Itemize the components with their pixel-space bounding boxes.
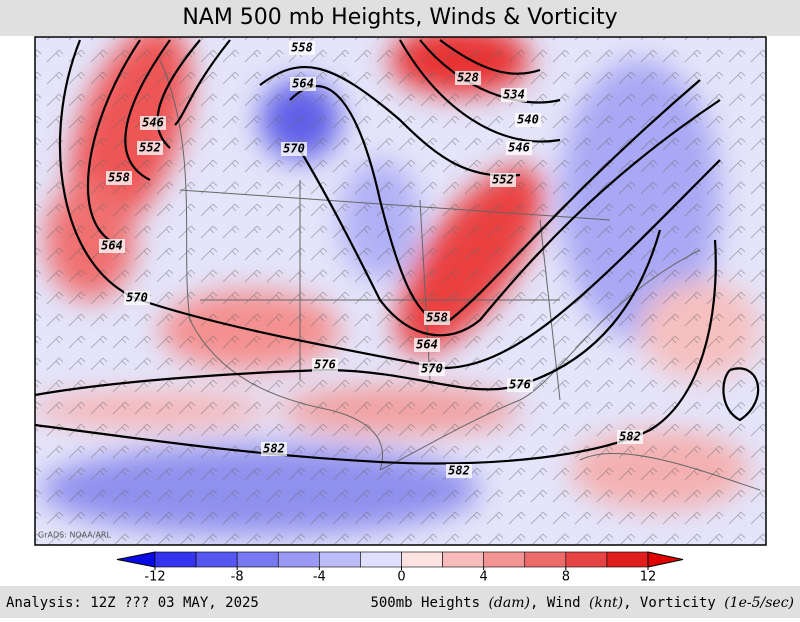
contour-label-bg: [124, 291, 150, 305]
contour-label: 570: [283, 142, 305, 156]
field-description-part: (dam): [488, 595, 530, 611]
contour-label-bg: [419, 362, 445, 376]
colorbar-bin: [565, 551, 608, 568]
colorbar-tick-label: -8: [231, 570, 244, 585]
contour-label: 558: [426, 311, 448, 325]
colorbar-bin: [154, 551, 197, 568]
colorbar-bin: [236, 551, 279, 568]
colorbar-bin: [401, 551, 443, 568]
contour-label-bg: [446, 464, 472, 478]
contour-label-bg: [261, 442, 287, 456]
colorbar-bin: [606, 551, 649, 568]
contour-label-bg: [281, 142, 307, 156]
contour-label-bg: [106, 171, 132, 185]
contour-label: 576: [314, 358, 336, 372]
field-description-part: , Vorticity: [623, 595, 724, 611]
contour-label-bg: [414, 338, 440, 352]
colorbar-tick-label: 8: [562, 570, 570, 585]
contour-label: 534: [503, 88, 525, 102]
contour-label: 546: [142, 116, 164, 130]
contour-label: 576: [509, 378, 531, 392]
contour-label-bg: [507, 378, 533, 392]
colorbar-extension: [116, 551, 156, 568]
colorbar-bin: [319, 551, 361, 568]
contour-label: 564: [101, 239, 123, 253]
field-description: 500mb Heights (dam), Wind (knt), Vortici…: [370, 595, 794, 611]
contour-label-bg: [290, 77, 316, 91]
colorbar-bin: [195, 551, 238, 568]
footer-bar: [0, 586, 800, 618]
contour-label: 564: [292, 77, 314, 91]
contour-labels: 558 564 546 552 570 528 534 540 546 552 558 564 570 5…: [99, 41, 643, 478]
contour-label-bg: [506, 141, 532, 155]
colorbar-tick-label: 4: [480, 570, 488, 585]
contour-label: 582: [263, 442, 285, 456]
field-description-part: (knt): [589, 595, 623, 611]
contour-label-bg: [424, 311, 450, 325]
watermark: GrADS: NOAA/ARL: [38, 531, 111, 540]
contour-label: 558: [291, 41, 313, 55]
contour-label: 552: [139, 141, 161, 155]
colorbar-tick-label: 12: [640, 570, 657, 585]
map: GrADS: NOAA/ARL 558 564 546 552 570 528 534 540…: [35, 37, 766, 545]
contour-label: 570: [126, 291, 148, 305]
contour-label-bg: [99, 239, 125, 253]
field-description-part: , Wind: [530, 595, 589, 611]
colorbar-bin: [277, 551, 320, 568]
colorbar-bin: [442, 551, 484, 568]
contour-label-bg: [617, 430, 643, 444]
contour-label: 564: [416, 338, 438, 352]
contour-label-bg: [140, 116, 166, 130]
contour-label-bg: [501, 88, 527, 102]
colorbar-tick-label: -4: [313, 570, 326, 585]
field-description-part: 500mb Heights: [370, 595, 488, 611]
contour-label: 528: [457, 71, 479, 85]
map-frame: [34, 36, 767, 546]
colorbar-tick-label: 0: [397, 570, 405, 585]
colorbar-bin: [483, 551, 526, 568]
contour-label: 582: [448, 464, 470, 478]
height-contours: [35, 39, 760, 465]
colorbar: -12 -8 -4 0 4 8 12: [116, 551, 684, 585]
contour-label-bg: [490, 173, 516, 187]
contour-label-bg: [455, 71, 481, 85]
contour-label-bg: [137, 141, 163, 155]
colorbar-bin: [360, 551, 402, 568]
colorbar-bin: [524, 551, 567, 568]
contour-label-bg: [312, 358, 338, 372]
title: NAM 500 mb Heights, Winds & Vorticity: [182, 5, 617, 30]
contour-label-bg: [515, 113, 541, 127]
colorbar-extension: [647, 551, 684, 568]
contour-label: 558: [108, 171, 130, 185]
contour-label-bg: [289, 41, 315, 55]
contour-label: 540: [517, 113, 539, 127]
field-description-part: (1e-5/sec): [724, 595, 794, 611]
analysis-time: Analysis: 12Z ??? 03 MAY, 2025: [6, 595, 259, 611]
contour-label: 570: [421, 362, 443, 376]
contour-label: 552: [492, 173, 514, 187]
contour-label: 582: [619, 430, 641, 444]
contour-label: 546: [508, 141, 530, 155]
colorbar-tick-label: -12: [144, 570, 165, 585]
title-bar: [0, 0, 800, 36]
